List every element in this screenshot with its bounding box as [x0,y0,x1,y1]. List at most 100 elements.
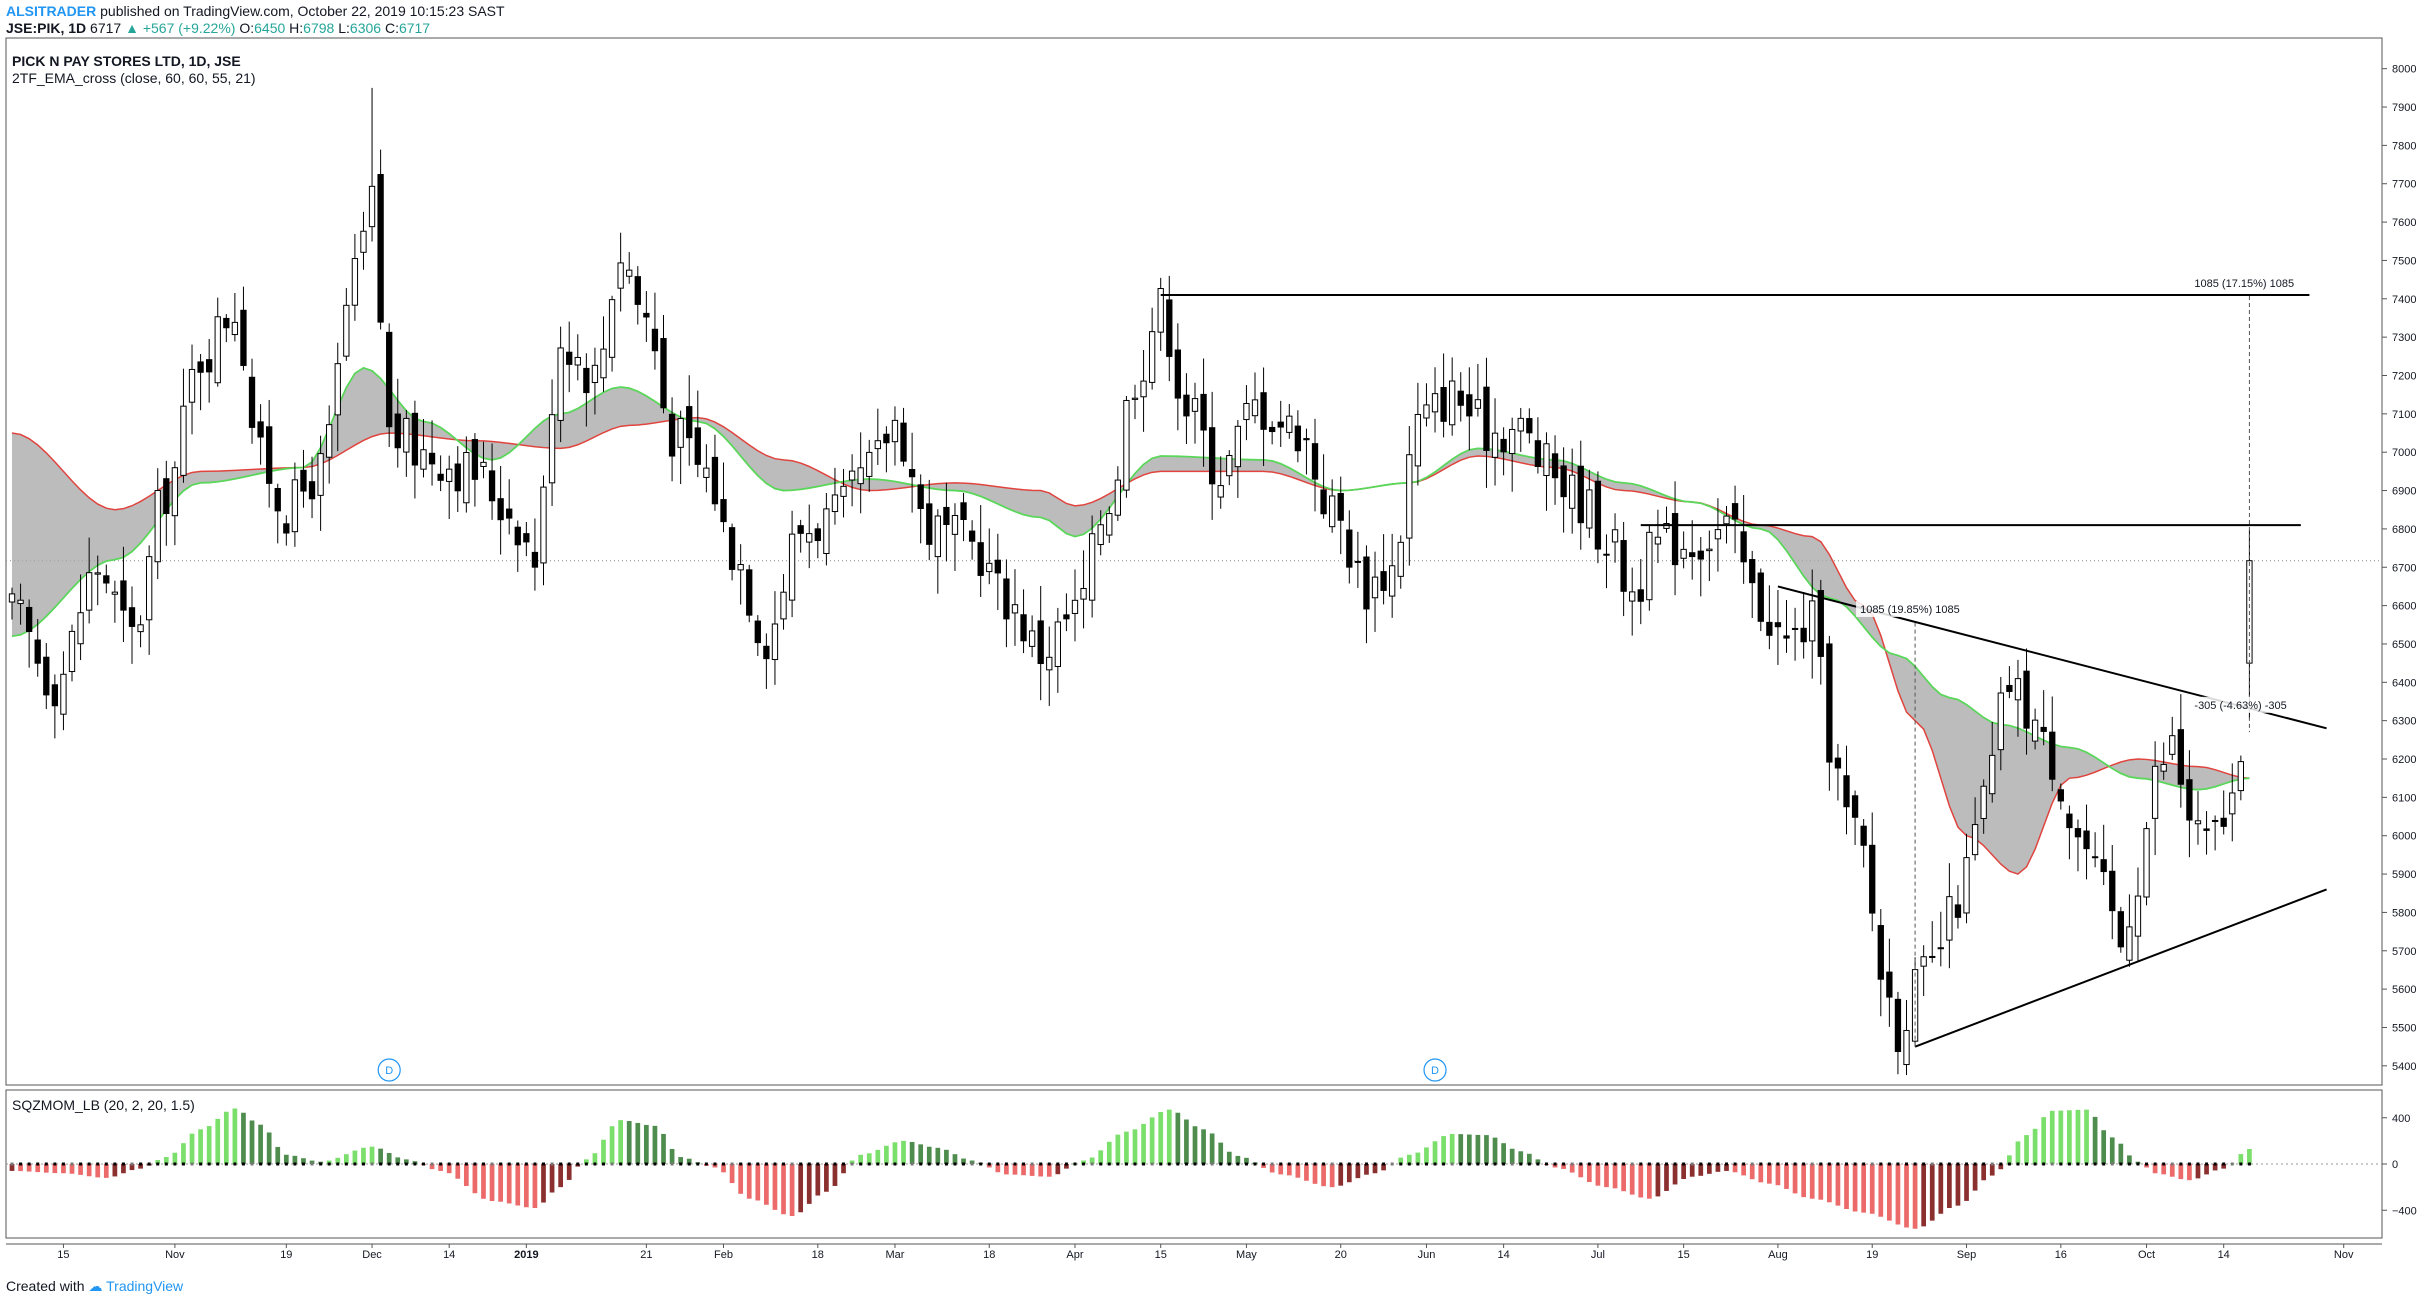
candle [1800,591,1807,659]
candle [1414,382,1422,486]
candle [848,454,856,507]
tradingview-brand[interactable]: TradingView [106,1278,184,1294]
candle [763,633,770,689]
candle-body [1088,533,1096,601]
candle [488,443,496,520]
squeeze-dot [867,1162,871,1166]
candle [1577,440,1584,550]
squeeze-dot [679,1162,683,1166]
candle-body [2203,828,2210,831]
squeeze-dot [1090,1162,1094,1166]
candle-body [1680,548,1687,559]
open-value: 6450 [254,20,286,36]
candle [1046,626,1053,706]
candle-body [746,569,753,616]
candle [8,587,16,620]
squeeze-dot [1982,1162,1986,1166]
candle-body [146,556,153,621]
candle-body [1080,587,1087,600]
candle [660,315,667,414]
candle-body [1337,493,1344,521]
dividend-marker-icon[interactable]: D [377,1058,401,1082]
candle [506,479,513,535]
squeeze-dot [893,1162,897,1166]
candle [51,674,59,739]
candle-body [386,331,393,428]
squeeze-dot [1356,1162,1360,1166]
candle [771,591,779,685]
candle-body [806,533,813,543]
candle [1474,363,1482,417]
candle-body [754,620,761,644]
candle [2143,821,2150,906]
candle-body [1989,754,1996,795]
candle-body [1234,425,1242,468]
candle [497,465,504,555]
series-title[interactable]: PICK N PAY STORES LTD, 1D, JSE [12,53,241,69]
candle-body [1517,417,1524,432]
squeeze-dot [1279,1162,1283,1166]
oscillator-legend[interactable]: SQZMOM_LB (20, 2, 20, 1.5) [12,1097,195,1113]
squeeze-dot [1502,1162,1506,1166]
tradingview-logo-icon[interactable]: ☁ [88,1278,103,1294]
squeeze-dot [842,1162,846,1166]
main-pane-border [5,37,2383,1086]
candle [343,288,350,361]
candle [1654,509,1662,564]
candle-body [94,572,101,575]
close-value: 6717 [398,20,431,36]
squeeze-dot [370,1162,374,1166]
candle [2211,815,2219,851]
author-link[interactable]: ALSITRADER [6,3,97,19]
candle [857,432,864,514]
squeeze-dot [2042,1162,2046,1166]
candle [917,474,924,544]
squeeze-dot [1965,1162,1969,1166]
candle [266,399,273,508]
candle-body [1097,524,1104,546]
candle [926,479,933,561]
candle [1466,367,1473,451]
candle-body [1946,896,1953,941]
candle-body [643,312,650,318]
candle [420,418,427,478]
candle [1714,498,1722,572]
squeeze-dot [421,1162,425,1166]
squeeze-dot [1973,1162,1977,1166]
squeeze-dot [241,1162,245,1166]
squeeze-dot [1347,1162,1351,1166]
squeeze-dot [224,1162,228,1166]
candle-body [1217,485,1224,498]
measure-label-bg [2190,274,2319,291]
squeeze-dot [619,1162,623,1166]
squeeze-dot [1373,1162,1377,1166]
squeeze-dot [1613,1162,1617,1166]
candle-body [994,559,1001,574]
indicator-legend[interactable]: 2TF_EMA_cross (close, 60, 60, 55, 21) [12,70,256,86]
squeeze-dot [1776,1162,1780,1166]
candle [1843,745,1850,835]
dividend-marker-icon[interactable]: D [1423,1058,1447,1082]
candle [1551,435,1559,505]
candle [2091,832,2099,868]
candle-body [68,630,76,673]
candle-body [1011,604,1019,614]
candle [1234,420,1242,498]
candle [446,455,453,520]
squeeze-dot [2067,1162,2071,1166]
candle-body [840,485,847,497]
x-tick-label: Apr [1066,1249,1083,1261]
squeeze-dot [2187,1162,2191,1166]
candle-body [1294,425,1302,452]
y-tick-label: 6500 [2392,639,2416,651]
candle-body [1783,635,1790,639]
squeeze-dot [413,1162,417,1166]
squeeze-dot [1879,1162,1883,1166]
y-tick-label: 6900 [2392,486,2416,498]
squeeze-dot [1467,1162,1471,1166]
candle-body [2186,779,2193,821]
candle-body [1594,480,1602,550]
squeeze-dot [1690,1162,1694,1166]
